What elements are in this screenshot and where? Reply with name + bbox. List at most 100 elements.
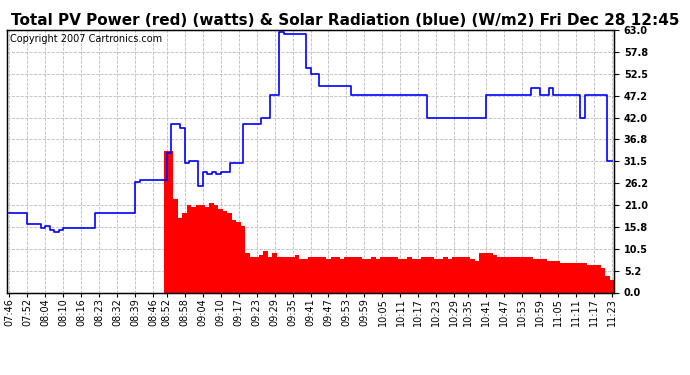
Bar <box>357 257 362 292</box>
Bar <box>205 207 209 292</box>
Bar <box>277 257 282 292</box>
Bar <box>452 257 457 292</box>
Bar <box>461 257 466 292</box>
Bar <box>286 257 290 292</box>
Bar <box>412 259 416 292</box>
Bar <box>169 151 173 292</box>
Bar <box>443 257 448 292</box>
Bar <box>259 255 264 292</box>
Bar <box>470 259 475 292</box>
Bar <box>389 257 394 292</box>
Bar <box>308 257 313 292</box>
Bar <box>398 259 403 292</box>
Bar <box>273 253 277 292</box>
Bar <box>313 257 317 292</box>
Bar <box>425 257 430 292</box>
Bar <box>200 205 205 292</box>
Bar <box>430 257 434 292</box>
Bar <box>533 259 538 292</box>
Bar <box>484 253 488 292</box>
Text: Copyright 2007 Cartronics.com: Copyright 2007 Cartronics.com <box>10 34 162 44</box>
Bar <box>511 257 515 292</box>
Bar <box>196 205 200 292</box>
Bar <box>187 205 191 292</box>
Bar <box>209 203 214 292</box>
Bar <box>488 253 493 292</box>
Bar <box>290 257 295 292</box>
Bar <box>264 251 268 292</box>
Bar <box>439 259 443 292</box>
Bar <box>600 267 605 292</box>
Bar <box>506 257 511 292</box>
Bar <box>403 259 407 292</box>
Bar <box>555 261 560 292</box>
Bar <box>191 207 196 292</box>
Bar <box>421 257 425 292</box>
Bar <box>551 261 555 292</box>
Bar <box>218 209 223 292</box>
Bar <box>407 257 412 292</box>
Bar <box>596 266 600 292</box>
Bar <box>538 259 542 292</box>
Bar <box>214 205 218 292</box>
Bar <box>479 253 484 292</box>
Bar <box>362 259 366 292</box>
Bar <box>295 255 299 292</box>
Bar <box>475 261 479 292</box>
Bar <box>416 259 421 292</box>
Bar <box>331 257 335 292</box>
Bar <box>299 259 304 292</box>
Bar <box>164 151 169 292</box>
Bar <box>385 257 389 292</box>
Bar <box>173 199 178 292</box>
Bar <box>493 255 497 292</box>
Bar <box>578 263 582 292</box>
Bar <box>353 257 357 292</box>
Text: Total PV Power (red) (watts) & Solar Radiation (blue) (W/m2) Fri Dec 28 12:45: Total PV Power (red) (watts) & Solar Rad… <box>11 13 679 28</box>
Bar <box>182 213 187 292</box>
Bar <box>366 259 371 292</box>
Bar <box>282 257 286 292</box>
Bar <box>542 259 546 292</box>
Bar <box>304 259 308 292</box>
Bar <box>268 257 273 292</box>
Bar <box>241 226 245 292</box>
Bar <box>335 257 339 292</box>
Bar <box>232 220 236 292</box>
Bar <box>515 257 520 292</box>
Bar <box>569 263 573 292</box>
Bar <box>326 259 331 292</box>
Bar <box>376 259 380 292</box>
Bar <box>587 266 591 292</box>
Bar <box>502 257 506 292</box>
Bar <box>564 263 569 292</box>
Bar <box>560 263 564 292</box>
Bar <box>317 257 322 292</box>
Bar <box>348 257 353 292</box>
Bar <box>497 257 502 292</box>
Bar <box>394 257 398 292</box>
Bar <box>322 257 326 292</box>
Bar <box>524 257 529 292</box>
Bar <box>223 211 227 292</box>
Bar <box>255 257 259 292</box>
Bar <box>448 259 452 292</box>
Bar <box>609 280 614 292</box>
Bar <box>371 257 376 292</box>
Bar <box>457 257 461 292</box>
Bar <box>546 261 551 292</box>
Bar <box>339 259 344 292</box>
Bar <box>520 257 524 292</box>
Bar <box>591 266 596 292</box>
Bar <box>466 257 470 292</box>
Bar <box>434 259 439 292</box>
Bar <box>573 263 578 292</box>
Bar <box>245 253 250 292</box>
Bar <box>529 257 533 292</box>
Bar <box>605 276 609 292</box>
Bar <box>250 257 255 292</box>
Bar <box>344 257 348 292</box>
Bar <box>227 213 232 292</box>
Bar <box>178 217 182 292</box>
Bar <box>380 257 385 292</box>
